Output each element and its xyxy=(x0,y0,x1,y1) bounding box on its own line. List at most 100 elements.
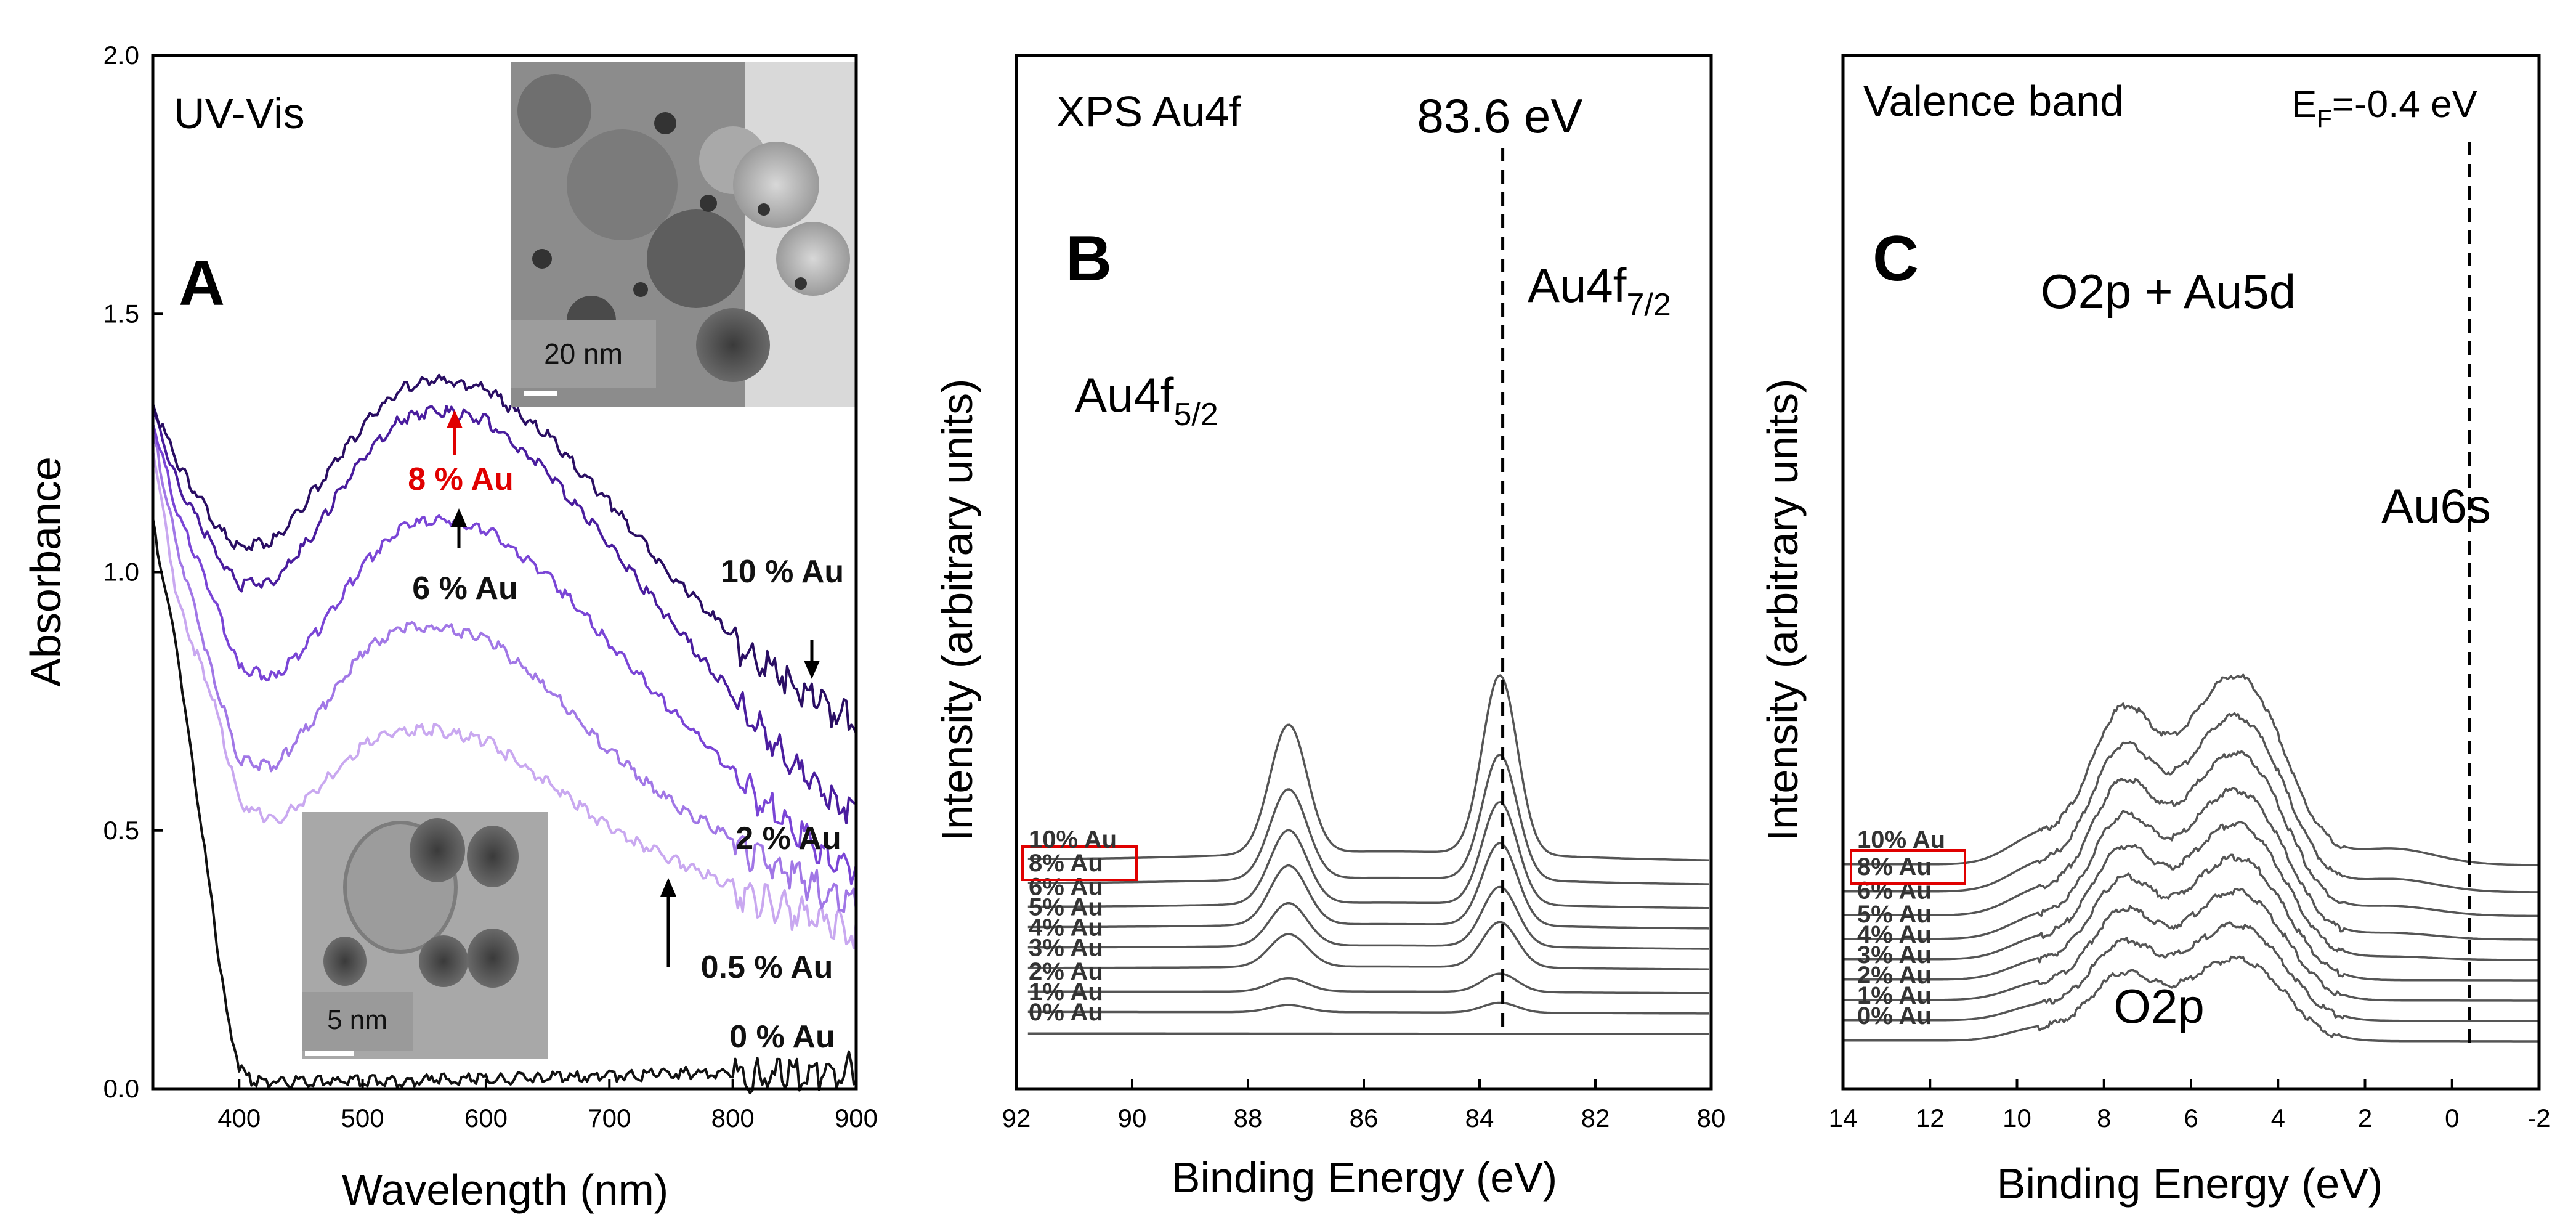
xtick-label: 88 xyxy=(1234,1104,1263,1132)
fermi-value: =-0.4 eV xyxy=(2332,83,2478,126)
xtick-label: 4 xyxy=(2271,1104,2285,1132)
xps-label-2-au: 2% Au xyxy=(1029,958,1103,985)
vb-highlight-box xyxy=(1850,849,1966,885)
xps-series-1-au xyxy=(1027,1001,1709,1015)
vb-series-0-au xyxy=(1843,955,2539,1043)
au4f72-sub: 7/2 xyxy=(1626,287,1671,323)
xtick-label: 80 xyxy=(1697,1104,1726,1132)
tem-bottom-scale-label: 5 nm xyxy=(327,1005,387,1035)
panel-a-xlabel: Wavelength (nm) xyxy=(342,1166,668,1214)
xps-series-2-au xyxy=(1027,972,1709,994)
ytick-label: 2.0 xyxy=(103,41,139,70)
xps-label-6-au: 6% Au xyxy=(1029,874,1103,901)
panel-a-x-ticks: 400 500 600 700 800 900 xyxy=(217,1079,878,1132)
vb-series-6-au xyxy=(1843,750,2540,917)
arrow-10pct xyxy=(804,640,820,679)
panel-b-frame xyxy=(1015,54,1713,1091)
uvvis-series-10-au xyxy=(152,373,857,734)
panel-b-ylabel: Intensity (arbitrary units) xyxy=(933,379,981,842)
xtick-label: 92 xyxy=(1002,1104,1031,1132)
xtick-label: 8 xyxy=(2097,1104,2111,1132)
vb-label-2-au: 2% Au xyxy=(1857,962,1932,989)
vb-series-8-au xyxy=(1843,712,2539,893)
xps-series-10-au xyxy=(1027,674,1709,861)
xps-series-0-au xyxy=(1027,1032,1709,1035)
xps-series-8-au xyxy=(1027,754,1709,885)
uvvis-series-8-au xyxy=(152,405,857,824)
vb-label-5-au: 5% Au xyxy=(1857,901,1932,928)
label-05pct: 0.5 % Au xyxy=(701,949,833,985)
panel-a-letter: A xyxy=(179,248,225,319)
xps-series-3-au xyxy=(1027,921,1709,970)
xps-label-4-au: 4% Au xyxy=(1029,914,1103,941)
panel-b-series-labels: 0% Au1% Au2% Au3% Au4% Au5% Au6% Au8% Au… xyxy=(1021,826,1138,1026)
panel-b-ref-label: 83.6 eV xyxy=(1417,89,1583,143)
panel-c-series-labels: 0% Au1% Au2% Au3% Au4% Au5% Au6% Au8% Au… xyxy=(1850,826,1966,1030)
vb-label-4-au: 4% Au xyxy=(1857,921,1932,948)
panel-a-y-ticks: 0.0 0.5 1.0 1.5 2.0 xyxy=(103,41,163,1103)
panel-a-ylabel: Absorbance xyxy=(22,457,70,687)
uvvis-series-0-au xyxy=(152,518,857,1095)
xtick-label: 84 xyxy=(1465,1104,1494,1132)
panel-b-series-group xyxy=(1027,674,1709,1035)
fermi-sub: F xyxy=(2317,105,2331,132)
panel-c-fermi-label: EF=-0.4 eV xyxy=(2291,83,2478,132)
panel-c-ylabel: Intensity (arbitrary units) xyxy=(1759,379,1807,842)
xtick-label: -2 xyxy=(2527,1104,2550,1132)
xps-label-1-au: 1% Au xyxy=(1029,978,1103,1006)
arrow-6pct xyxy=(451,508,467,548)
vb-series-3-au xyxy=(1843,853,2539,982)
tem-inset-bottom: 5 nm xyxy=(302,812,548,1059)
xps-label-10-au: 10% Au xyxy=(1029,826,1117,853)
xps-label-8-au: 8% Au xyxy=(1029,850,1103,877)
label-0pct: 0 % Au xyxy=(729,1019,835,1055)
panel-c-series-group xyxy=(1843,673,2540,1043)
vb-series-10-au xyxy=(1843,673,2539,866)
au4f52-main: Au4f xyxy=(1075,368,1174,422)
xtick-label: 800 xyxy=(711,1104,755,1132)
vb-series-4-au xyxy=(1843,821,2539,961)
xtick-label: 82 xyxy=(1581,1104,1610,1132)
vb-label-1-au: 1% Au xyxy=(1857,982,1932,1009)
label-8pct: 8 % Au xyxy=(408,462,513,497)
panel-a-uvvis: 20 nm 5 nm 0.0 0.5 1.0 1.5 2.0 400 500 600 700 8… xyxy=(22,41,878,1214)
au4f52-sub: 5/2 xyxy=(1173,397,1218,433)
au4f72-main: Au4f xyxy=(1528,258,1627,312)
xps-label-5-au: 5% Au xyxy=(1029,894,1103,921)
vb-label-0-au: 0% Au xyxy=(1857,1002,1932,1030)
xtick-label: 700 xyxy=(588,1104,631,1132)
panel-a-corner-title: UV-Vis xyxy=(174,89,305,137)
au4f52-label: Au4f5/2 xyxy=(1075,368,1218,433)
label-10pct: 10 % Au xyxy=(721,554,844,590)
uvvis-series-0-5-au xyxy=(152,450,857,949)
uvvis-series-2-au xyxy=(152,429,857,913)
ytick-label: 0.0 xyxy=(103,1074,139,1103)
panel-b-xlabel: Binding Energy (eV) xyxy=(1172,1153,1557,1202)
ytick-label: 1.0 xyxy=(103,558,139,587)
xps-series-5-au xyxy=(1027,842,1709,930)
xps-label-0-au: 0% Au xyxy=(1029,999,1103,1026)
panel-b-letter: B xyxy=(1066,223,1112,295)
xtick-label: 86 xyxy=(1350,1104,1379,1132)
ytick-label: 1.5 xyxy=(103,299,139,328)
vb-series-2-au xyxy=(1843,888,2539,1002)
ytick-label: 0.5 xyxy=(103,816,139,845)
vb-series-5-au xyxy=(1843,787,2539,941)
region-o2p-au5d: O2p + Au5d xyxy=(2041,264,2296,319)
vb-series-1-au xyxy=(1843,921,2539,1022)
vb-label-8-au: 8% Au xyxy=(1857,853,1932,880)
vb-label-6-au: 6% Au xyxy=(1857,877,1932,905)
panel-b-corner-title: XPS Au4f xyxy=(1056,87,1241,136)
panel-c-corner-title: Valence band xyxy=(1863,77,2124,125)
vb-label-10-au: 10% Au xyxy=(1857,826,1945,853)
arrow-05pct xyxy=(660,878,676,967)
panel-c-xlabel: Binding Energy (eV) xyxy=(1997,1160,2383,1208)
xtick-label: 6 xyxy=(2184,1104,2198,1132)
label-2pct: 2 % Au xyxy=(735,821,841,856)
tem-top-scale-label: 20 nm xyxy=(544,338,623,370)
panel-c-valence: 14 12 10 8 6 4 2 0 -2 0% Au1% Au2% Au3% Au4% Au5… xyxy=(1759,54,2551,1208)
vb-label-3-au: 3% Au xyxy=(1857,941,1932,969)
region-o2p: O2p xyxy=(2113,979,2204,1033)
xps-label-3-au: 3% Au xyxy=(1029,935,1103,962)
